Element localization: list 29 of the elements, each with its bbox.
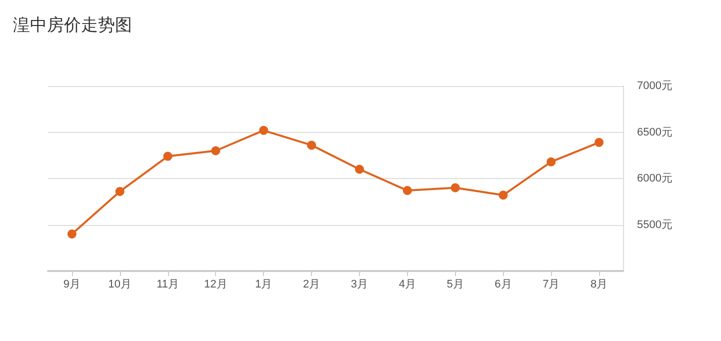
x-tick-label: 8月 [590,278,608,290]
y-tick-label: 6500元 [637,126,672,138]
point [354,164,364,174]
point [402,186,412,196]
chart-title: 湟中房价走势图 [13,16,132,36]
x-tick-label: 10月 [108,278,132,290]
y-tick-label: 7000元 [637,80,672,92]
point [546,157,556,166]
point [307,140,316,150]
x-tick-label: 4月 [398,278,416,290]
y-tick-label: 6000元 [637,172,672,184]
point [211,146,220,156]
point [115,186,124,196]
x-tick-label: 9月 [63,278,81,290]
x-tick-label: 7月 [542,278,560,290]
point [163,152,172,161]
y-tick-label: 5500元 [637,218,672,231]
x-tick-label: 11月 [156,278,180,290]
point [259,126,268,135]
point [67,230,76,238]
x-tick-label: 6月 [494,278,512,290]
x-tick-label: 3月 [350,278,368,290]
x-tick-label: 1月 [255,278,272,290]
x-tick-label: 2月 [302,278,320,290]
point [594,138,604,147]
x-tick-label: 5月 [446,278,464,290]
x-tick-label: 12月 [204,278,228,290]
point [498,190,508,200]
point [450,183,460,192]
